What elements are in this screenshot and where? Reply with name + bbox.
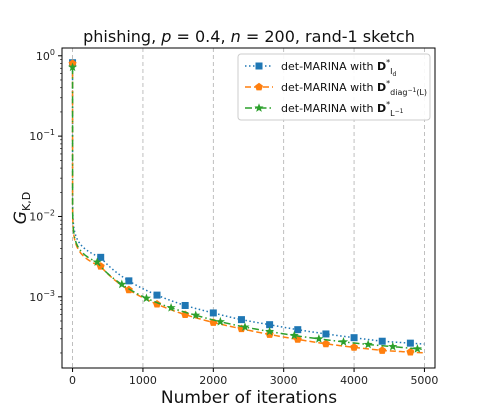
series-point [388, 341, 398, 351]
series-point [240, 322, 250, 331]
x-tick-label: 3000 [270, 374, 298, 387]
series-point [406, 339, 414, 347]
y-tick-label: 10−3 [29, 289, 55, 304]
series-point [125, 277, 133, 285]
series-point [166, 302, 176, 312]
y-tick-label: 100 [36, 48, 55, 63]
series-point [92, 257, 102, 267]
x-tick-label: 0 [69, 374, 76, 387]
legend-entry-2: det-MARINA with D*diag−1(L) [245, 79, 427, 97]
series-point [67, 62, 78, 72]
plot-frame [61, 47, 436, 369]
series-layer [67, 59, 425, 356]
series-point [350, 343, 359, 351]
series-point [181, 301, 189, 309]
series-point [350, 334, 358, 342]
x-tick-label: 5000 [410, 374, 438, 387]
y-tick-label: 10−2 [29, 208, 55, 223]
series-point [215, 316, 225, 326]
series-point [314, 334, 324, 343]
series-point [266, 321, 274, 329]
x-tick-label: 1000 [129, 374, 157, 387]
x-tick-label: 4000 [340, 374, 368, 387]
tick-layer: 0 1000 2000 3000 4000 5000 100 10−1 10−2 10−3 [29, 48, 438, 387]
series-point [321, 339, 330, 348]
series-point [191, 310, 201, 320]
series-point [406, 347, 415, 356]
x-axis-label: Number of iterations [161, 388, 337, 408]
series-line [71, 62, 425, 345]
series-point [294, 326, 302, 334]
x-tick-label: 2000 [199, 374, 227, 387]
series-point [209, 309, 217, 317]
legend-box [237, 53, 431, 121]
series-point [412, 344, 422, 353]
legend-label: det-MARINA with D*Id [281, 58, 397, 78]
legend-entry-3: det-MARINA with D*L−1 [245, 100, 404, 118]
series-point [338, 337, 349, 346]
series-point [237, 316, 245, 324]
legend-entry-1: det-MARINA with D*Id [245, 58, 397, 78]
y-tick-label: 10−1 [29, 128, 55, 143]
legend-marker [255, 82, 263, 91]
series-point [363, 339, 373, 349]
legend-label: det-MARINA with D*diag−1(L) [281, 79, 427, 97]
series-line [71, 63, 425, 354]
legend-label: det-MARINA with D*L−1 [281, 100, 404, 118]
legend-marker [254, 103, 264, 112]
series-point [289, 330, 299, 340]
y-axis-label: GK,D [11, 192, 33, 224]
series-point [378, 337, 386, 345]
series-point [322, 330, 330, 338]
series-point [265, 326, 275, 336]
series-point [378, 346, 387, 354]
legend-marker [255, 62, 263, 70]
series-point [141, 293, 152, 303]
series-point [153, 291, 161, 299]
series-3 [67, 62, 425, 353]
chart-title: phishing, p = 0.4, n = 200, rand-1 sketc… [83, 27, 415, 46]
series-point [97, 253, 105, 261]
series-point [117, 279, 127, 289]
